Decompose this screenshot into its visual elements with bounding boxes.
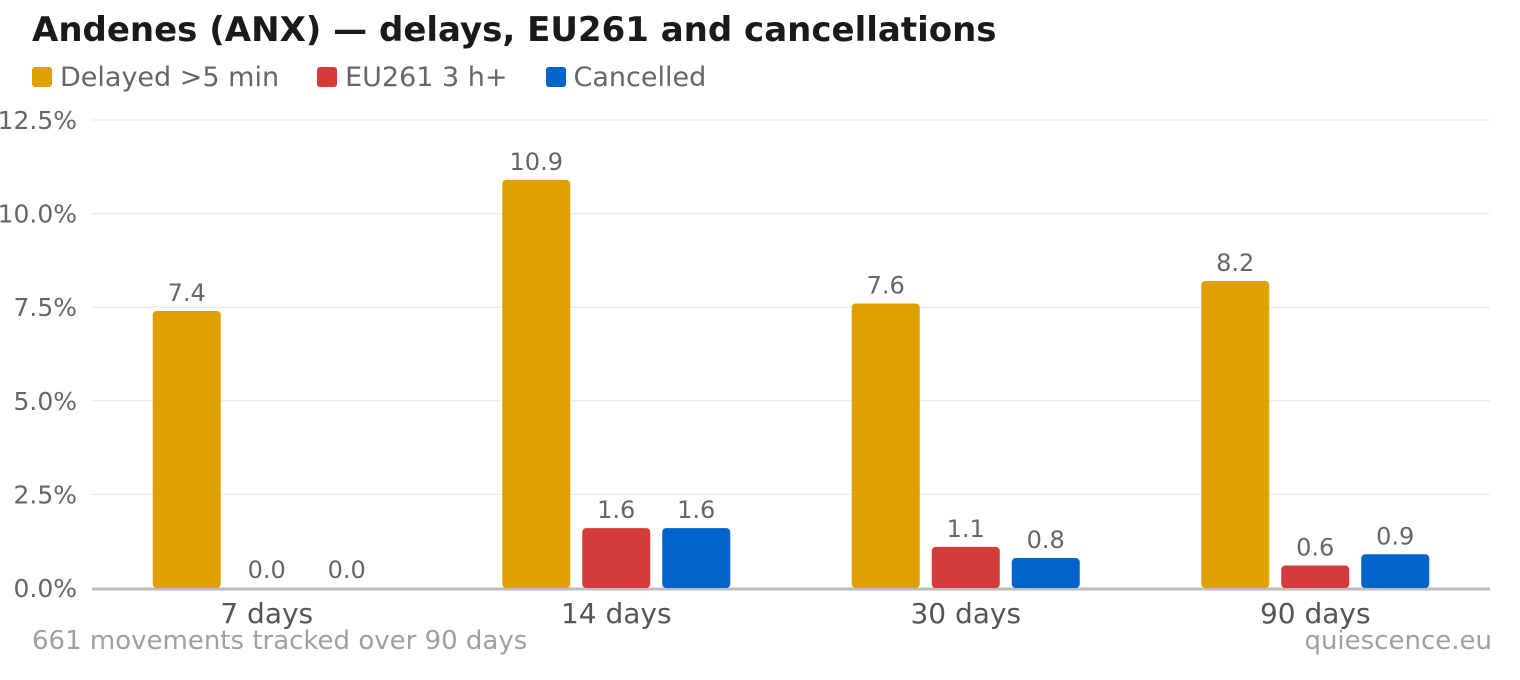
bar <box>152 310 221 588</box>
bar <box>1201 280 1270 588</box>
data-label: 1.6 <box>677 496 715 524</box>
y-tick-label: 2.5% <box>13 480 77 509</box>
y-tick-label: 12.5% <box>0 106 77 135</box>
data-label: 0.9 <box>1376 522 1414 550</box>
y-tick-label: 7.5% <box>13 293 77 322</box>
data-label: 0.0 <box>328 556 366 584</box>
legend-item-cancelled: Cancelled <box>545 61 707 93</box>
legend-swatch-delayed <box>32 67 52 87</box>
chart-title: Andenes (ANX) — delays, EU261 and cancel… <box>32 10 997 50</box>
legend-swatch-eu261 <box>317 67 338 87</box>
legend-label-cancelled: Cancelled <box>573 61 707 93</box>
data-label: 0.8 <box>1027 526 1065 554</box>
y-tick-label: 0.0% <box>13 574 77 603</box>
bar <box>502 179 571 589</box>
data-label: 1.1 <box>947 515 985 543</box>
data-label: 7.4 <box>168 279 206 307</box>
x-tick-label: 90 days <box>1260 597 1371 630</box>
legend-label-delayed: Delayed >5 min <box>60 61 280 93</box>
legend-item-delayed: Delayed >5 min <box>32 62 279 93</box>
data-label: 0.0 <box>248 556 286 584</box>
legend-item-eu261: EU261 3 h+ <box>317 61 508 93</box>
y-tick-label: 5.0% <box>13 387 77 416</box>
x-tick-label: 14 days <box>561 597 672 630</box>
footer-note: 661 movements tracked over 90 days <box>32 626 528 656</box>
legend-swatch-cancelled <box>545 67 566 87</box>
data-label: 0.6 <box>1296 534 1334 562</box>
bar <box>931 546 1000 588</box>
bar <box>851 303 920 588</box>
data-label: 1.6 <box>597 496 635 524</box>
x-tick-label: 7 days <box>220 597 313 630</box>
legend: Delayed >5 min EU261 3 h+ Cancelled <box>32 60 744 94</box>
y-tick-label: 10.0% <box>0 200 77 229</box>
data-label: 8.2 <box>1216 249 1254 277</box>
bar <box>1011 558 1080 588</box>
bar <box>582 528 651 588</box>
data-label: 7.6 <box>867 271 905 299</box>
legend-label-eu261: EU261 3 h+ <box>345 61 508 93</box>
bar <box>1281 565 1350 588</box>
data-label: 10.9 <box>510 148 563 176</box>
bar <box>662 528 731 588</box>
bar <box>1361 554 1430 588</box>
x-tick-label: 30 days <box>910 597 1021 630</box>
footer-source: quiescence.eu <box>1304 626 1492 656</box>
